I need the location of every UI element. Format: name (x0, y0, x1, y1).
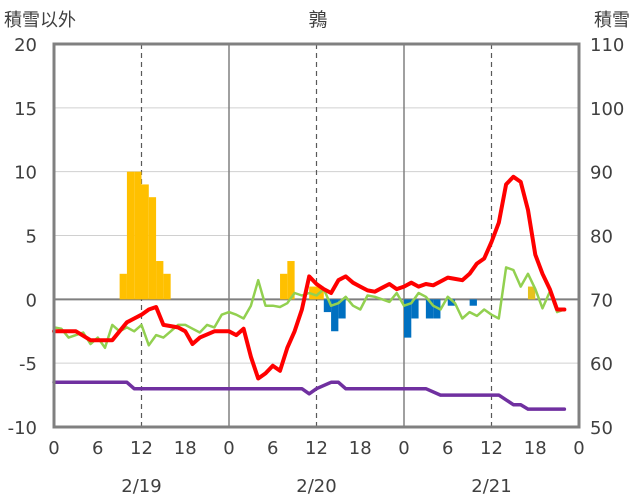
purple-series-line (52, 380, 567, 411)
right-tick-label: 80 (590, 227, 613, 248)
right-tick-label: 90 (590, 163, 613, 184)
negative-bar (404, 299, 412, 338)
x-tick-label: 6 (92, 438, 103, 459)
left-tick-label: 20 (14, 35, 37, 56)
x-tick-label: 12 (305, 438, 328, 459)
snowfall-bar (156, 261, 164, 300)
date-label: 2/19 (121, 476, 161, 497)
red-series-line (52, 174, 567, 381)
x-tick-label: 6 (442, 438, 453, 459)
left-tick-label: -10 (8, 418, 37, 439)
right-tick-label: 110 (590, 35, 624, 56)
right-tick-label: 70 (590, 290, 613, 311)
snowfall-bar (119, 273, 127, 300)
negative-bar (411, 299, 419, 319)
negative-bar (331, 299, 339, 332)
chart-title: 鶉 (308, 9, 327, 31)
x-tick-label: 12 (480, 438, 503, 459)
x-tick-labels: 0 6 12 18 0 6 12 18 0 6 12 18 0 (48, 438, 584, 459)
snowfall-bar (527, 286, 536, 300)
snowfall-bar (163, 273, 171, 300)
x-tick-label: 12 (130, 438, 153, 459)
left-tick-label: 10 (14, 163, 37, 184)
snowfall-bar (134, 171, 142, 300)
snowfall-bar (280, 273, 288, 300)
plot-frame (52, 42, 581, 429)
right-tick-label: 60 (590, 354, 613, 375)
right-tick-labels: 110 100 90 80 70 60 50 (590, 35, 624, 439)
green-series-line (52, 266, 566, 350)
right-tick-label: 50 (590, 418, 613, 439)
x-tick-label: 0 (223, 438, 234, 459)
negative-bar (447, 299, 456, 306)
x-tick-label: 18 (349, 438, 372, 459)
x-tick-label: 6 (267, 438, 278, 459)
date-label: 2/21 (471, 476, 511, 497)
x-tick-label: 18 (524, 438, 547, 459)
left-tick-labels: 20 15 10 5 0 -5 -10 (8, 35, 37, 439)
snowfall-bar (287, 261, 295, 300)
left-tick-label: 15 (14, 99, 37, 120)
negative-bar (338, 299, 346, 319)
x-tick-label: 18 (174, 438, 197, 459)
left-tick-label: 5 (26, 227, 37, 248)
date-label: 2/20 (296, 476, 336, 497)
negative-bar (425, 299, 434, 319)
left-tick-label: -5 (19, 354, 37, 375)
right-axis-label: 積雪 (594, 10, 630, 31)
date-labels: 2/19 2/20 2/21 (121, 476, 511, 497)
negative-bar (469, 299, 477, 306)
snowfall-bar (148, 197, 157, 300)
right-tick-label: 100 (590, 99, 624, 120)
left-tick-label: 0 (26, 290, 37, 311)
negative-bar (323, 299, 332, 313)
left-axis-label: 積雪以外 (4, 10, 76, 31)
snowfall-bar (126, 171, 135, 300)
x-tick-label: 0 (48, 438, 59, 459)
snowfall-bar (141, 184, 149, 300)
x-tick-label: 0 (398, 438, 409, 459)
x-tick-label: 0 (573, 438, 584, 459)
series-lines (52, 174, 567, 411)
